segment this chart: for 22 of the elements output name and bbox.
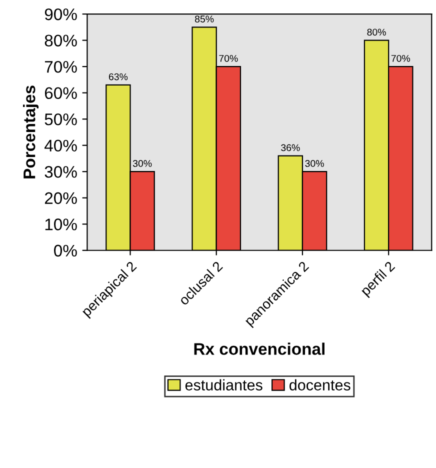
y-tick-label: 30% [44,166,77,178]
y-tick-label: 20% [44,192,77,204]
y-tick-label: 60% [44,87,77,100]
y-tick-label: 90% [44,8,77,20]
data-label: 30% [132,160,152,167]
data-label: 85% [195,16,214,22]
data-label: 70% [219,54,238,62]
y-tick-label: 50% [44,113,77,126]
x-axis-title: Rx convencional [194,342,324,355]
legend-label: docentes [290,379,350,390]
data-label: 63% [108,73,128,80]
data-label: 36% [281,144,300,152]
y-tick-label: 80% [44,34,77,47]
y-tick-label: 10% [45,218,77,230]
data-label: 30% [305,160,324,167]
y-tick-label: 70% [44,60,77,73]
y-axis-title: Porcentajes [23,86,39,178]
data-label: 80% [367,28,386,36]
data-label: 70% [391,54,410,62]
legend-label: estudiantes [185,379,262,390]
y-tick-label: 40% [44,140,77,152]
y-tick-label: 0% [54,244,77,257]
